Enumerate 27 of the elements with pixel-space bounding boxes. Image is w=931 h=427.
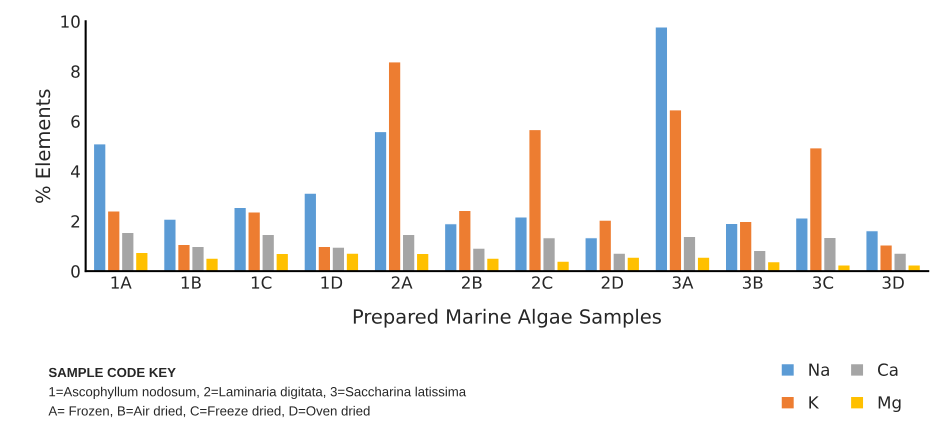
y-tick-label: 2 (71, 215, 80, 228)
y-tick-label: 0 (71, 265, 80, 278)
x-tick-label: 3B (742, 276, 763, 289)
x-tick-label: 2A (392, 276, 412, 289)
legend-label: Ca (878, 363, 898, 376)
x-tick-label: 1C (252, 276, 272, 289)
y-tick-label: 8 (71, 65, 80, 78)
x-tick-label: 3D (882, 276, 904, 289)
text: 1=Ascophyllum nodosum, 2=Laminaria digitata, 3=Saccharina latissima (49, 386, 466, 399)
legend-label: Mg (878, 396, 901, 412)
x-axis-title: Prepared Marine Algae Samples (354, 308, 661, 328)
text: SAMPLE CODE KEY (48, 368, 176, 378)
x-tick-label: 1A (112, 276, 132, 289)
y-tick-label: 6 (71, 115, 80, 128)
legend-label: Na (809, 364, 829, 376)
x-tick-label: 3A (672, 276, 694, 289)
x-tick-label: 2C (532, 276, 552, 289)
y-tick-label: 10 (61, 15, 80, 28)
text: A= Frozen, B=Air dried, C=Freeze dried, D=Oven dried (48, 406, 370, 418)
x-tick-label: 2B (462, 276, 482, 289)
y-axis-title: % Elements (35, 90, 50, 203)
x-tick-label: 1B (182, 276, 201, 289)
x-tick-label: 3C (813, 276, 834, 289)
x-tick-label: 2D (602, 276, 623, 289)
x-tick-label: 1D (322, 276, 342, 289)
legend-label: K (809, 396, 820, 409)
y-tick-label: 4 (71, 165, 80, 178)
